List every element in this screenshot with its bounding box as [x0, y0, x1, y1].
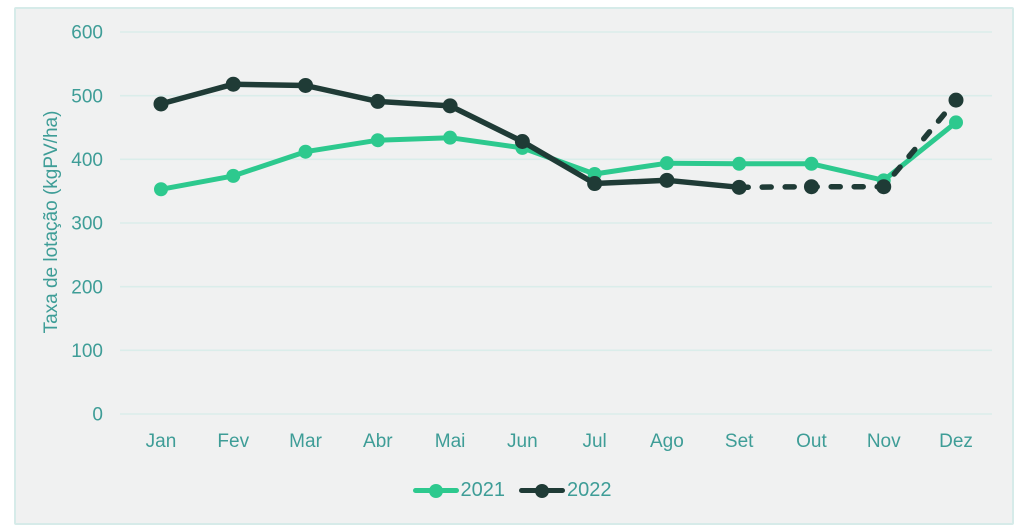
data-point-2021-out: [804, 156, 819, 171]
y-tick-label-400: 400: [71, 150, 103, 171]
data-point-2022-ago: [659, 172, 675, 188]
legend-marker-2021: [412, 483, 459, 498]
data-point-2021-mar: [298, 144, 313, 159]
chart-panel: [14, 7, 1014, 525]
y-tick-label-0: 0: [92, 405, 103, 426]
y-tick-label-200: 200: [71, 277, 103, 298]
data-point-2021-ago: [659, 156, 674, 171]
data-point-2021-jan: [154, 182, 168, 197]
legend-item-2021: 2021: [412, 479, 506, 502]
y-tick-label-300: 300: [71, 214, 103, 235]
chart-legend: 2021 2022: [0, 479, 1024, 502]
data-point-2021-set: [732, 156, 747, 171]
x-tick-label-set: Set: [725, 431, 754, 452]
data-point-2021-fev: [226, 168, 241, 183]
legend-dot-2021: [428, 483, 443, 498]
data-point-2022-jul: [587, 176, 603, 192]
data-point-2022-mai: [442, 98, 458, 114]
legend-item-2022: 2022: [519, 479, 612, 502]
legend-label-2021: 2021: [460, 479, 506, 501]
data-point-2022-nov: [876, 179, 892, 195]
x-tick-label-mai: Mai: [435, 431, 466, 452]
legend-label-2022: 2022: [567, 479, 612, 501]
x-tick-label-jun: Jun: [507, 431, 538, 452]
x-tick-label-ago: Ago: [650, 431, 684, 452]
legend-dot-2022: [535, 483, 549, 498]
y-tick-label-600: 600: [71, 23, 103, 44]
data-point-2021-mai: [443, 130, 458, 145]
y-axis-title: Taxa de lotação (kgPV/ha): [41, 110, 62, 334]
x-tick-label-dez: Dez: [939, 431, 973, 452]
data-point-2022-abr: [370, 93, 386, 109]
x-tick-label-abr: Abr: [363, 431, 393, 452]
data-point-2022-mar: [298, 77, 314, 93]
data-point-2022-dez: [948, 92, 964, 108]
data-point-2021-abr: [370, 133, 385, 148]
legend-marker-2022: [519, 483, 565, 498]
series-line-2021: [158, 119, 959, 192]
data-point-2021-dez: [949, 115, 963, 130]
x-tick-label-nov: Nov: [867, 431, 901, 452]
y-tick-label-100: 100: [71, 341, 103, 362]
data-point-2022-out: [803, 179, 819, 195]
data-point-2022-jun: [514, 134, 530, 150]
data-point-2022-fev: [225, 76, 241, 92]
data-point-2022-set: [731, 179, 747, 195]
x-tick-label-jul: Jul: [582, 431, 606, 452]
data-point-2022-jan: [153, 96, 169, 112]
x-tick-label-fev: Fev: [217, 431, 249, 452]
x-tick-label-out: Out: [796, 431, 827, 452]
y-tick-label-500: 500: [71, 86, 103, 107]
x-tick-label-jan: Jan: [146, 431, 177, 452]
x-tick-label-mar: Mar: [289, 431, 322, 452]
